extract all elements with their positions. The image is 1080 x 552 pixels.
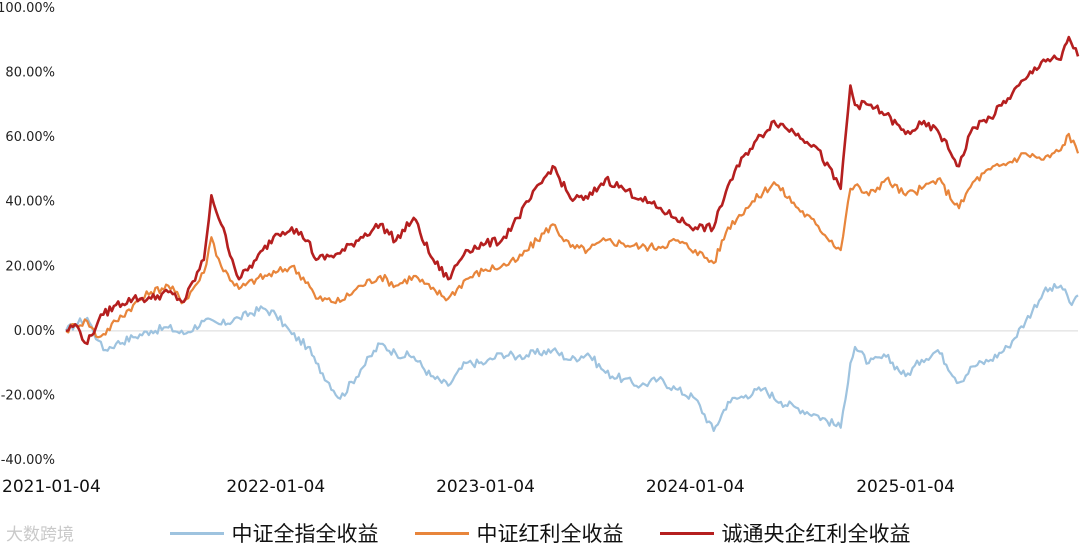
- y-tick-label: 40.00%: [5, 195, 55, 210]
- y-axis-ticks: 100.00% 80.00% 60.00% 40.00% 20.00% 0.00% -20.…: [0, 1, 55, 468]
- legend-item-csi-dividend: 中证红利全收益: [414, 518, 624, 548]
- y-tick-label: -40.00%: [1, 453, 55, 468]
- x-tick-label: 2021-01-04: [2, 477, 101, 497]
- y-tick-label: 100.00%: [0, 1, 55, 16]
- x-tick-label: 2022-01-04: [226, 477, 325, 497]
- legend-label: 中证红利全收益: [476, 522, 624, 546]
- legend: 中证全指全收益 中证红利全收益 诚通央企红利全收益: [0, 516, 1080, 550]
- y-tick-label: 80.00%: [5, 66, 55, 81]
- y-tick-label: -20.00%: [1, 388, 55, 403]
- y-tick-label: 20.00%: [5, 259, 55, 274]
- legend-swatch: [659, 531, 714, 535]
- x-tick-label: 2023-01-04: [436, 477, 535, 497]
- legend-label: 中证全指全收益: [231, 522, 379, 546]
- y-tick-label: 60.00%: [5, 130, 55, 145]
- legend-item-soe-dividend: 诚通央企红利全收益: [659, 518, 911, 548]
- watermark: 大数跨境: [6, 525, 74, 545]
- legend-label: 诚通央企红利全收益: [721, 522, 911, 546]
- x-tick-label: 2024-01-04: [646, 477, 745, 497]
- legend-swatch: [169, 531, 224, 535]
- series-line-2: [65, 132, 1080, 339]
- legend-item-csi-all-share: 中证全指全收益: [169, 518, 379, 548]
- legend-swatch: [414, 531, 469, 535]
- x-axis-ticks: 2021-01-04 2022-01-04 2023-01-04 2024-01-04…: [2, 477, 955, 497]
- line-chart: 100.00% 80.00% 60.00% 40.00% 20.00% 0.00% -20.…: [0, 1, 1080, 497]
- series-layer: [65, 35, 1080, 432]
- series-line-3: [65, 35, 1080, 346]
- y-tick-label: 0.00%: [14, 324, 55, 339]
- x-tick-label: 2025-01-04: [856, 477, 955, 497]
- series-line-1: [65, 283, 1079, 432]
